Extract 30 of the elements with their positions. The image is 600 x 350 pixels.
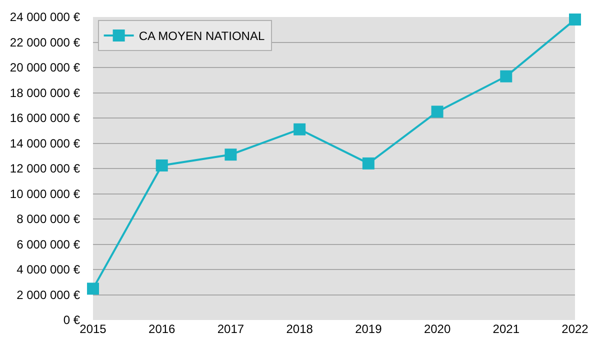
x-tick-label: 2017 bbox=[217, 322, 244, 336]
x-tick-label: 2021 bbox=[492, 322, 520, 336]
point bbox=[224, 148, 237, 161]
point bbox=[362, 157, 374, 170]
x-tick-label: 2019 bbox=[355, 322, 382, 336]
y-tick-label: 12 000 000 € bbox=[10, 162, 80, 176]
y-tick-label: 8 000 000 € bbox=[16, 212, 80, 226]
y-tick-label: 6 000 000 € bbox=[16, 237, 80, 252]
point bbox=[294, 123, 306, 136]
x-tick-label: 2016 bbox=[148, 322, 176, 336]
y-tick-label: 18 000 000 € bbox=[10, 86, 80, 100]
y-tick-label: 14 000 000 € bbox=[10, 136, 80, 150]
y-tick-label: 0 € bbox=[63, 313, 80, 328]
point bbox=[500, 70, 512, 82]
x-tick-label: 2018 bbox=[286, 322, 314, 336]
x-tick-label: 2020 bbox=[424, 322, 451, 336]
point bbox=[87, 282, 99, 295]
point bbox=[156, 159, 168, 172]
x-tick-label: 2022 bbox=[562, 322, 589, 336]
y-tick-label: 4 000 000 € bbox=[16, 262, 80, 277]
y-tick-label: 24 000 000 € bbox=[10, 10, 80, 24]
y-tick-label: 16 000 000 € bbox=[10, 111, 80, 126]
y-tick-label: 20 000 000 € bbox=[10, 60, 80, 75]
y-tick-label: 22 000 000 € bbox=[10, 35, 80, 50]
y-tick-label: 2 000 000 € bbox=[16, 288, 80, 302]
legend-label: CA MOYEN NATIONAL bbox=[138, 29, 265, 44]
x-tick-label: 2015 bbox=[80, 322, 107, 336]
point bbox=[431, 106, 444, 118]
point bbox=[569, 14, 581, 26]
y-tick-label: 10 000 000 € bbox=[10, 186, 80, 201]
